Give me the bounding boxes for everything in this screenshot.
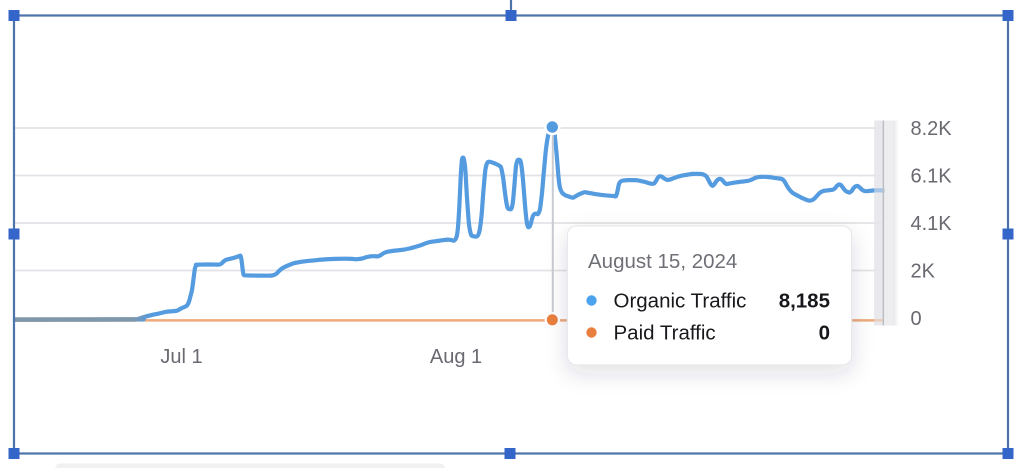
svg-text:Organic Traffic: Organic Traffic bbox=[614, 290, 747, 313]
svg-text:Aug 1: Aug 1 bbox=[430, 346, 482, 368]
svg-text:August 15, 2024: August 15, 2024 bbox=[588, 250, 737, 273]
svg-text:6.1K: 6.1K bbox=[911, 166, 953, 188]
svg-text:0: 0 bbox=[911, 308, 922, 330]
svg-text:Jul 1: Jul 1 bbox=[160, 346, 202, 368]
svg-text:8,185: 8,185 bbox=[779, 290, 830, 313]
svg-text:4.1K: 4.1K bbox=[911, 213, 953, 235]
svg-text:Paid Traffic: Paid Traffic bbox=[614, 322, 716, 345]
svg-text:8.2K: 8.2K bbox=[911, 118, 953, 140]
svg-text:2K: 2K bbox=[911, 261, 936, 283]
svg-text:0: 0 bbox=[819, 322, 830, 345]
